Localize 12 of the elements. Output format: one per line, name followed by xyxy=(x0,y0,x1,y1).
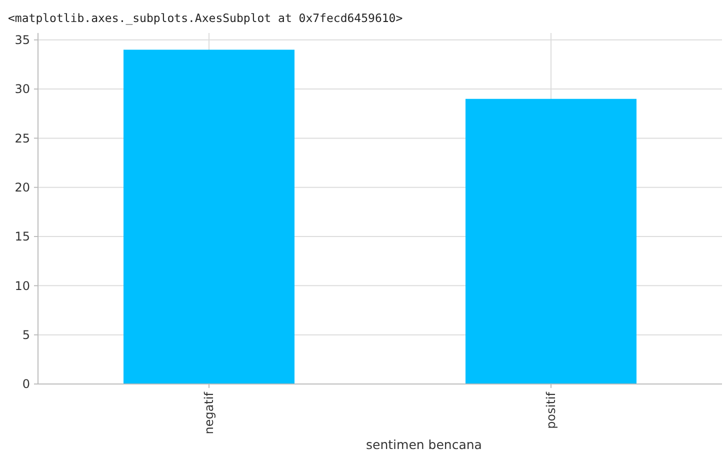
x-tick-label: positif xyxy=(544,391,558,429)
y-tick-label: 5 xyxy=(22,328,30,342)
x-tick-label: negatif xyxy=(202,391,216,434)
y-tick-label: 15 xyxy=(14,230,30,244)
text: <matplotlib.axes._subplots.AxesSubplot at 0x7fecd6459610> xyxy=(8,11,403,25)
y-tick-label: 0 xyxy=(22,377,30,392)
y-tick-label: 10 xyxy=(14,278,30,293)
y-tick-label: 25 xyxy=(14,131,30,146)
y-tick-label: 20 xyxy=(14,180,30,195)
y-tick-label: 30 xyxy=(14,82,30,96)
x-axis-title: sentimen bencana xyxy=(366,437,482,452)
y-tick-label: 35 xyxy=(14,33,30,48)
